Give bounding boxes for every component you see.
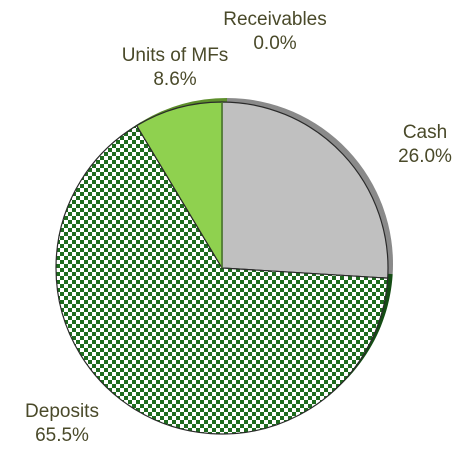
slice-label-receivables-name: Receivables [223, 9, 327, 30]
slice-label-deposits: Deposits 65.5% [2, 400, 122, 448]
slice-label-cash: Cash 26.0% [385, 121, 465, 169]
slice-label-cash-name: Cash [402, 122, 448, 143]
slice-label-units-of-mfs-name: Units of MFs [121, 45, 229, 66]
pie-slice-units-of-mfs [136, 101, 223, 269]
pie-slice-deposits [55, 125, 389, 435]
slice-label-deposits-value: 65.5% [35, 425, 89, 446]
slice-label-receivables: Receivables 0.0% [210, 8, 340, 56]
pie-slice-cash [221, 101, 389, 279]
slice-label-units-of-mfs: Units of MFs 8.6% [100, 44, 250, 92]
slice-label-receivables-value: 0.0% [253, 33, 297, 54]
slice-label-deposits-name: Deposits [25, 401, 99, 422]
slice-label-units-of-mfs-value: 8.6% [153, 69, 197, 90]
slice-label-cash-value: 26.0% [398, 146, 452, 167]
pie-slices [55, 101, 389, 435]
